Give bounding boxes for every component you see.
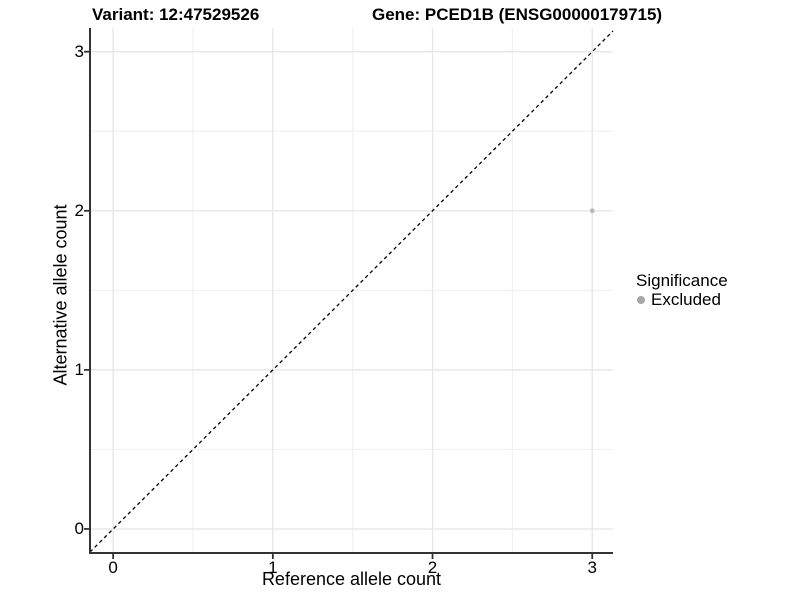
x-tick-label: 0 xyxy=(108,558,118,577)
x-tick-label: 3 xyxy=(587,558,597,577)
identity-line xyxy=(89,30,614,553)
y-tick-label: 2 xyxy=(74,200,84,220)
legend-item-label: Excluded xyxy=(651,290,721,309)
data-point-excluded xyxy=(589,208,595,214)
legend-key-dot xyxy=(637,296,645,304)
y-tick-label: 0 xyxy=(74,518,84,538)
legend-item-excluded: Excluded xyxy=(637,290,721,310)
x-tick-label: 1 xyxy=(268,558,278,577)
gene-title: Gene: PCED1B (ENSG00000179715) xyxy=(372,5,663,24)
legend-title: Significance xyxy=(636,271,728,290)
y-tick-label: 1 xyxy=(74,359,84,379)
x-axis-label: Reference allele count xyxy=(261,569,442,589)
variant-title: Variant: 12:47529526 xyxy=(92,5,260,24)
x-tick-label: 2 xyxy=(427,558,438,577)
y-axis-label: Alternative allele count xyxy=(50,204,71,386)
y-tick-label: 3 xyxy=(74,41,84,61)
